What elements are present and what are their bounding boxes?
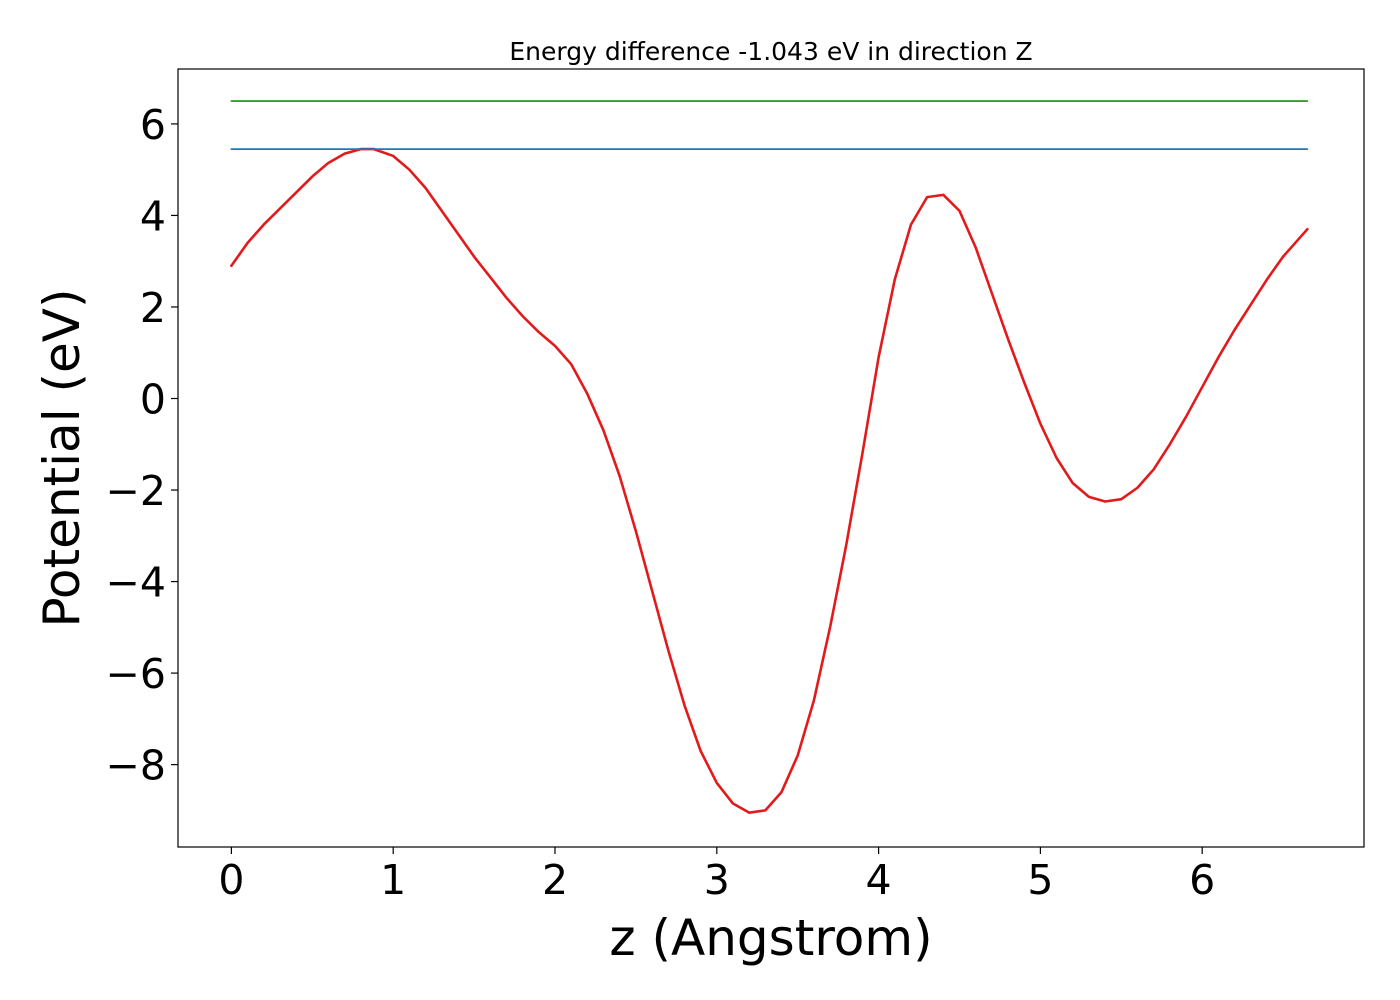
y-tick-label: 2 xyxy=(140,284,166,332)
chart-title: Energy difference -1.043 eV in direction… xyxy=(509,37,1032,66)
series-layer xyxy=(230,100,1309,814)
x-tick-label: 3 xyxy=(704,856,730,904)
y-tick-label: 6 xyxy=(140,101,166,149)
plot-area-frame xyxy=(177,68,1365,848)
y-axis-label: Potential (eV) xyxy=(33,289,91,628)
y-tick-label: −6 xyxy=(106,650,166,698)
y-tick-label: −4 xyxy=(106,559,166,607)
x-tick-label: 6 xyxy=(1189,856,1215,904)
x-tick-label: 2 xyxy=(542,856,568,904)
x-axis-ticks: 0 1 2 3 4 5 6 xyxy=(218,847,1215,904)
y-axis-ticks: 6 4 2 0 −2 −4 −6 −8 xyxy=(106,101,178,790)
y-tick-label: 4 xyxy=(140,192,166,240)
y-tick-label: −2 xyxy=(106,467,166,515)
series-line-potential xyxy=(230,147,1309,814)
x-tick-label: 5 xyxy=(1027,856,1053,904)
x-tick-label: 1 xyxy=(380,856,406,904)
x-tick-label: 0 xyxy=(218,856,244,904)
y-tick-label: 0 xyxy=(140,376,166,424)
x-axis-label: z (Angstrom) xyxy=(609,909,932,967)
x-tick-label: 4 xyxy=(866,856,892,904)
y-tick-label: −8 xyxy=(106,742,166,790)
